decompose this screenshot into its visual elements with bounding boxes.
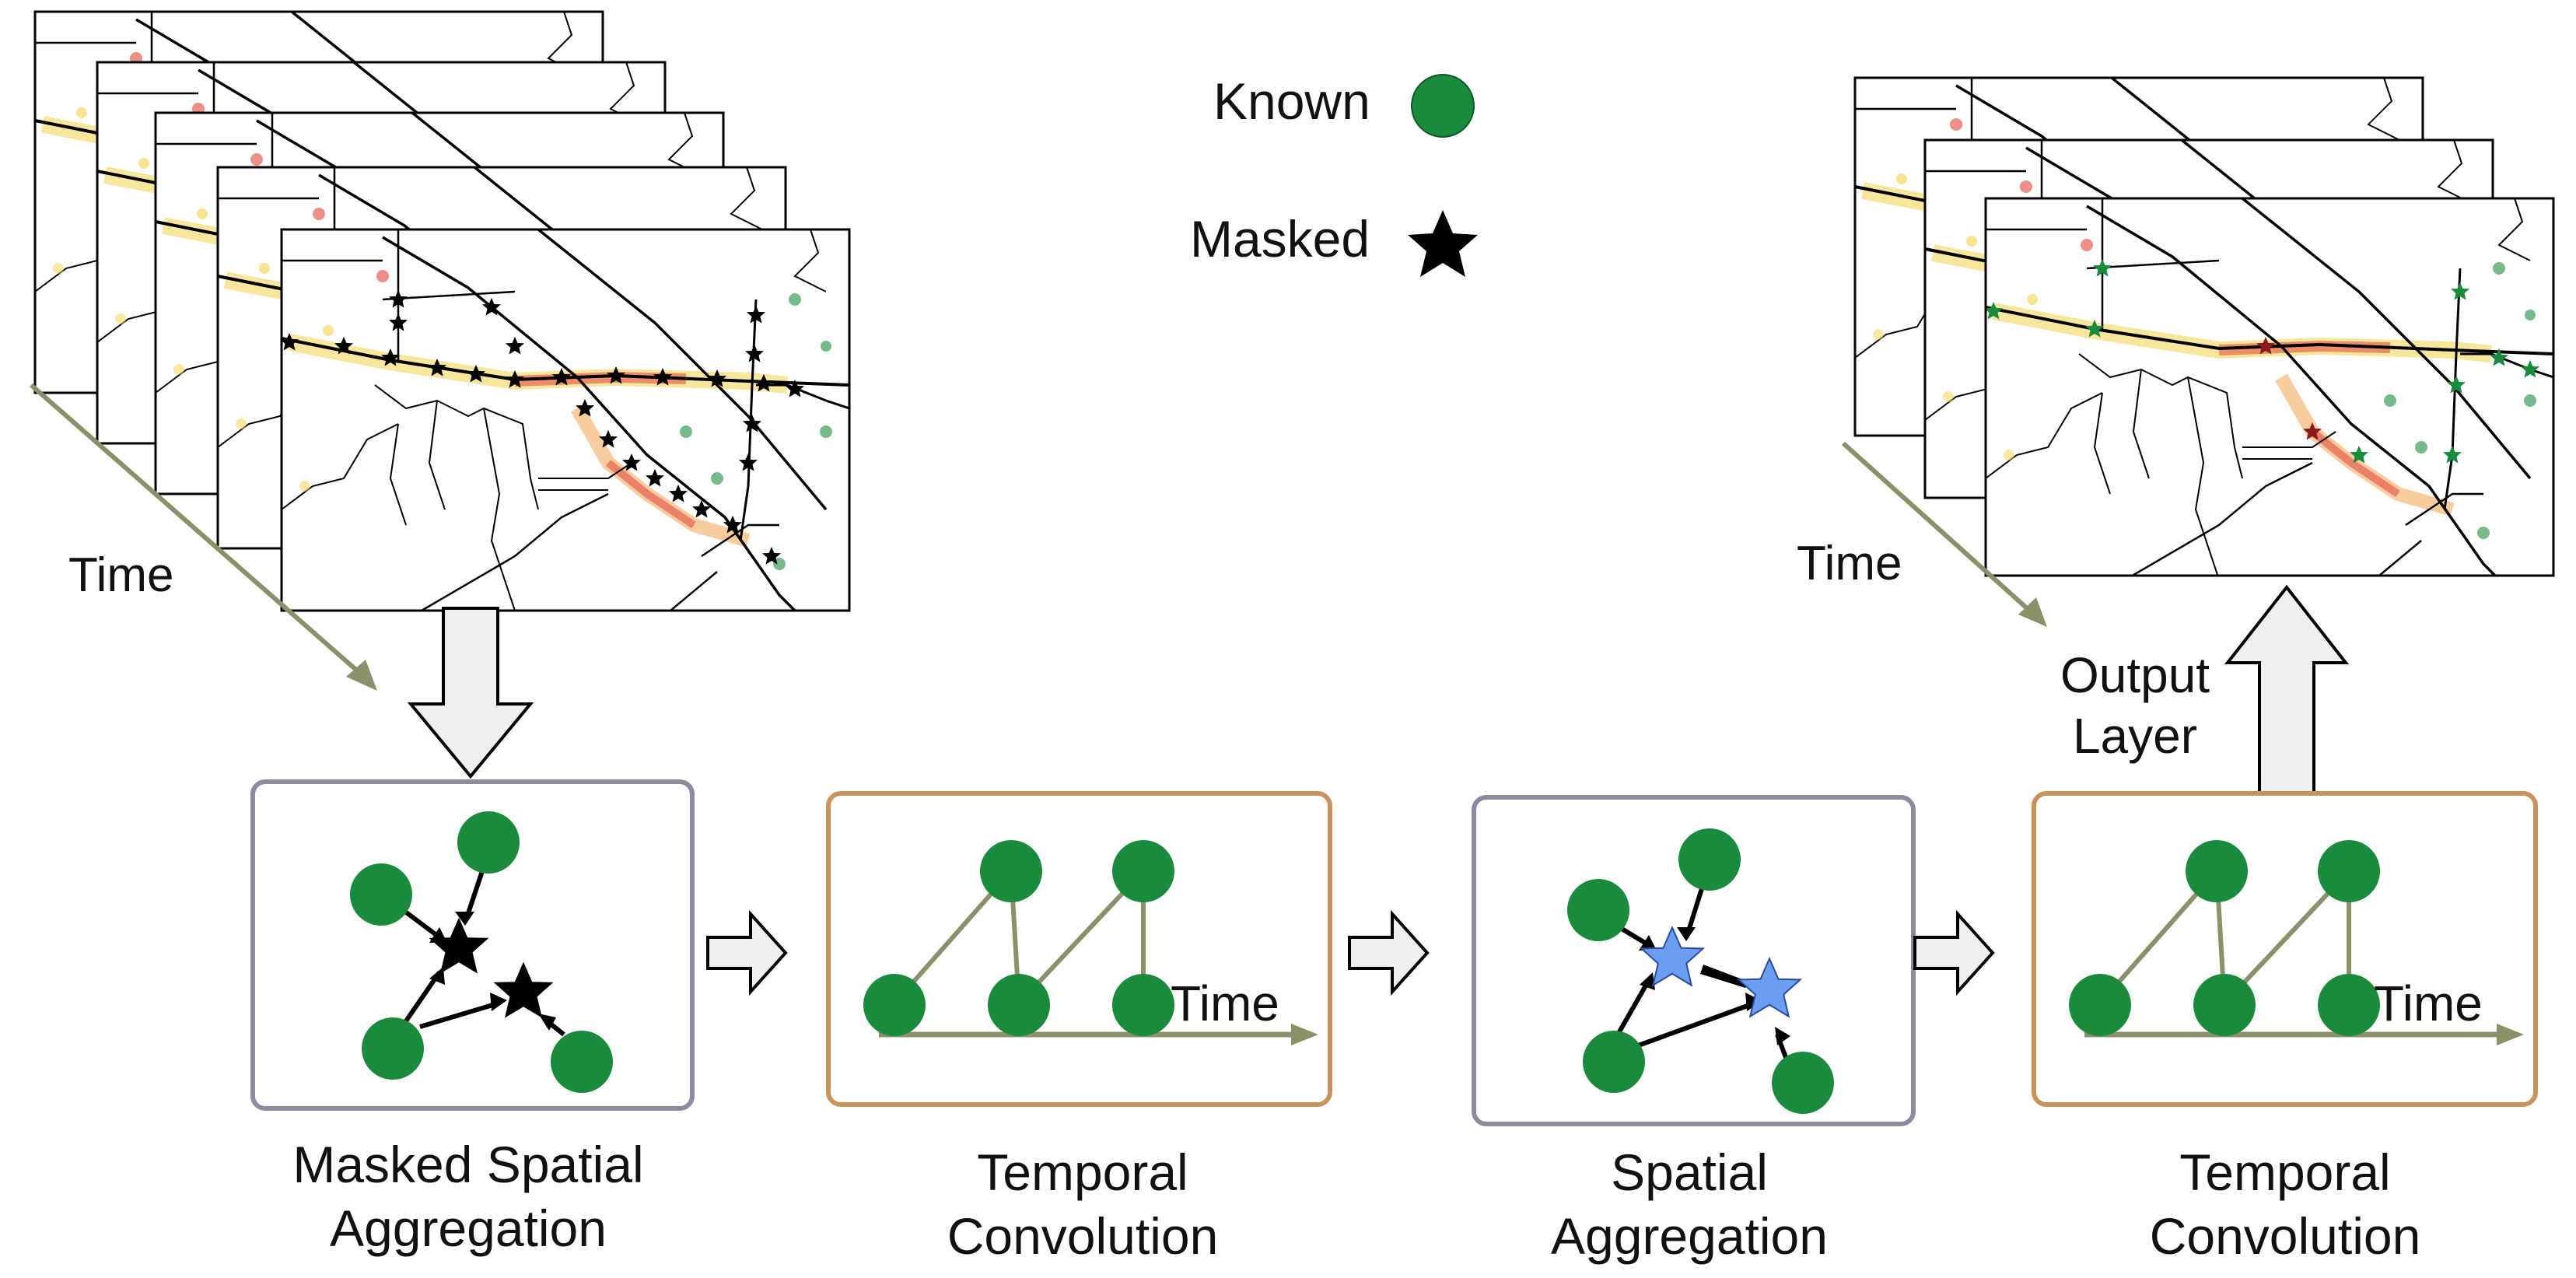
stage-4-axis-time-label: Time <box>2374 975 2483 1031</box>
input-down-arrow <box>407 607 534 779</box>
stage-1-title-line2: Aggregation <box>330 1199 607 1257</box>
output-layer-line1: Output <box>2060 647 2210 703</box>
output-map-stack <box>1855 78 2555 577</box>
temporal-convolution-box-2: Time <box>2032 791 2538 1107</box>
masked-spatial-aggregation-box <box>250 779 695 1111</box>
aggregated-node-star <box>1736 956 1803 1018</box>
flow-arrow-2 <box>1348 912 1429 993</box>
stage-2-title-line1: Temporal <box>977 1143 1188 1201</box>
legend-known-label: Known <box>1213 72 1370 130</box>
known-node <box>551 1031 613 1093</box>
flow-arrow-3 <box>1913 912 1994 993</box>
aggregated-node-star <box>1639 925 1706 987</box>
known-node <box>1772 1052 1834 1114</box>
spatial-aggregation-box <box>1472 795 1916 1126</box>
known-node <box>457 811 520 874</box>
stage-2-title-line2: Convolution <box>947 1207 1219 1265</box>
input-map-stack <box>35 12 851 612</box>
legend: Known Masked <box>1190 72 1478 277</box>
legend-masked-label: Masked <box>1190 210 1370 268</box>
temporal-convolution-box-1: Time <box>826 791 1332 1107</box>
masked-node-star <box>493 961 554 1018</box>
masked-star-icon <box>1408 210 1478 277</box>
output-time-arrow <box>1841 441 2047 627</box>
masked-node-star <box>429 917 489 974</box>
stage-3-title-line2: Aggregation <box>1551 1207 1828 1265</box>
known-node <box>1583 1031 1645 1093</box>
stage-2-axis-time-label: Time <box>1171 975 1279 1031</box>
flow-arrow-1 <box>706 912 787 993</box>
output-time-label: Time <box>1797 537 1902 590</box>
stage-4-title-line2: Convolution <box>2150 1207 2421 1265</box>
input-time-label: Time <box>68 548 173 602</box>
known-node <box>362 1017 424 1080</box>
stage-4-title-line1: Temporal <box>2179 1143 2390 1201</box>
output-up-arrow <box>2224 584 2350 797</box>
stage-3-title-line1: Spatial <box>1611 1143 1768 1201</box>
known-node-icon <box>1411 74 1475 138</box>
input-time-arrow <box>30 383 377 691</box>
known-node <box>1678 828 1741 891</box>
output-layer-line2: Layer <box>2073 708 2197 764</box>
stage-1-title-line1: Masked Spatial <box>292 1136 643 1193</box>
known-node <box>1567 879 1629 941</box>
known-node <box>350 863 412 926</box>
